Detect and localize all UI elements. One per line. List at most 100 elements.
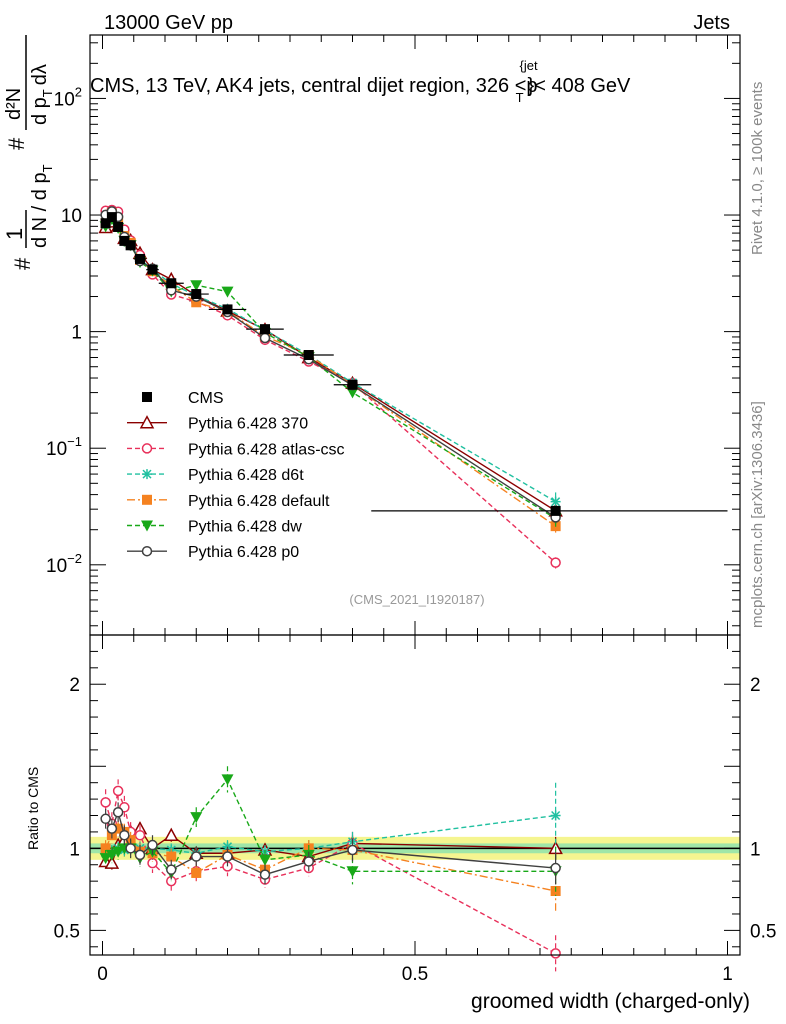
ratio-data-point-stroke (551, 810, 561, 821)
ratio-data-point (303, 856, 314, 867)
plot-title: CMS, 13 TeV, AK4 jets, central dijet reg… (90, 58, 631, 105)
cms-data-point (222, 304, 233, 315)
ratio-data-point (347, 844, 358, 856)
ylabel-one: 1 (2, 228, 27, 240)
series-line (105, 218, 556, 520)
y-tick-label: 102 (54, 84, 82, 110)
ylabel-denominator: d N / d p (29, 172, 51, 248)
ratio-y-tick-label: 0.5 (54, 921, 80, 942)
main-y-axis-label: # 1 d N / d pT # d²N d pTdλ (2, 35, 55, 270)
y-tick-label: 10 (61, 206, 82, 227)
series-pythia-6-428-370 (98, 214, 563, 517)
data-point (550, 496, 561, 507)
series-cms (100, 212, 728, 516)
svg-text:#: # (4, 137, 29, 150)
x-tick-label: 0.5 (402, 964, 428, 985)
cms-data-point (125, 240, 136, 251)
ylabel-t1: T (40, 164, 55, 172)
series-line (105, 210, 557, 518)
legend-label: Pythia 6.428 d6t (188, 467, 304, 484)
legend-entry: CMS (142, 390, 224, 407)
ratio-data-point (112, 846, 125, 858)
cms-data-point (191, 289, 202, 300)
plot-title-tail: }< 408 GeV (528, 75, 632, 97)
svg-text:d²N: d²N (3, 88, 25, 120)
ratio-data-point (134, 829, 146, 841)
legend-marker-stroke (142, 469, 152, 479)
ratio-y-tick-label-right: 1 (750, 839, 761, 860)
ratio-data-point (147, 839, 158, 851)
reference-uncertainty-band (90, 836, 740, 860)
legend-entry: Pythia 6.428 370 (127, 415, 308, 433)
ratio-data-point (163, 827, 179, 841)
x-tick-label: 1 (722, 964, 733, 985)
legend-marker (141, 520, 153, 532)
ratio-y-tick-label-right: 2 (750, 675, 761, 696)
ratio-data-point (105, 849, 118, 861)
ratio-data-point (259, 854, 271, 866)
data-point (550, 557, 561, 568)
ratio-y-tick-label-right: 0.5 (750, 921, 776, 942)
ratio-data-point (99, 853, 112, 865)
ratio-data-point (550, 948, 561, 959)
ratio-data-point (113, 823, 124, 834)
plot-title-main: CMS, 13 TeV, AK4 jets, central dijet reg… (90, 75, 538, 97)
series-line (105, 220, 556, 512)
ratio-data-point (100, 843, 111, 854)
analysis-label: (CMS_2021_I1920187) (349, 592, 484, 607)
legend-label: CMS (188, 390, 224, 407)
cms-data-point (347, 379, 358, 390)
main-panel-series (98, 204, 728, 569)
x-axis-label: groomed width (charged-only) (471, 990, 750, 1013)
ylabel-numerator: d²N (3, 88, 25, 120)
legend-entry: Pythia 6.428 p0 (127, 544, 299, 561)
data-point-stroke (551, 497, 561, 507)
rivet-version-label: Rivet 4.1.0, ≥ 100k events (749, 82, 766, 255)
series-line (105, 211, 557, 527)
ratio-data-point (191, 851, 202, 862)
cms-data-point (166, 278, 177, 289)
data-point (221, 286, 234, 298)
ratio-data-point (112, 785, 124, 797)
legend-entry: Pythia 6.428 d6t (127, 467, 304, 484)
ratio-data-point (106, 823, 118, 834)
cms-data-point (119, 235, 130, 246)
legend-label: Pythia 6.428 370 (188, 416, 308, 433)
ratio-data-point (100, 797, 111, 808)
ratio-series-pythia-6-428-p0 (100, 802, 561, 885)
ratio-data-point (147, 857, 158, 869)
cms-data-point (113, 221, 124, 232)
mcplots-label: mcplots.cern.ch [arXiv:1306.3436] (749, 401, 766, 628)
legend-marker (139, 415, 155, 429)
svg-text:#: # (10, 257, 35, 270)
legend-entry: Pythia 6.428 atlas-csc (127, 441, 345, 458)
svg-text:d N / d pT: d N / d pT (29, 164, 55, 248)
series-pythia-6-428-p0 (100, 206, 561, 523)
cms-data-point (303, 350, 314, 361)
ratio-panel-frame (89, 634, 741, 956)
series-pythia-6-428-d6t (100, 213, 561, 513)
data-point (259, 332, 271, 344)
ratio-data-point (112, 806, 124, 818)
series-pythia-6-428-atlas-csc (100, 204, 561, 569)
ratio-data-point (191, 867, 202, 878)
legend-label: Pythia 6.428 atlas-csc (188, 441, 345, 458)
ratio-series-line (105, 814, 556, 854)
ratio-data-point (100, 813, 111, 825)
ratio-data-point (134, 849, 146, 861)
ratio-data-point (119, 829, 130, 841)
svg-text:d pTdλ: d pTdλ (29, 64, 55, 125)
legend-marker (142, 469, 152, 480)
legend-marker (141, 443, 153, 454)
ratio-y-tick-label: 1 (69, 839, 80, 860)
svg-text:1: 1 (2, 228, 27, 240)
ratio-data-point (259, 869, 271, 880)
legend-entry: Pythia 6.428 dw (127, 519, 302, 536)
plot-title-sub: T (516, 90, 524, 105)
ratio-data-point (125, 843, 136, 854)
ratio-data-point (190, 812, 203, 824)
legend-label: Pythia 6.428 p0 (188, 544, 299, 561)
ylabel-d-pt: d p (29, 97, 51, 125)
plot-title-sup: {jet (520, 58, 538, 73)
